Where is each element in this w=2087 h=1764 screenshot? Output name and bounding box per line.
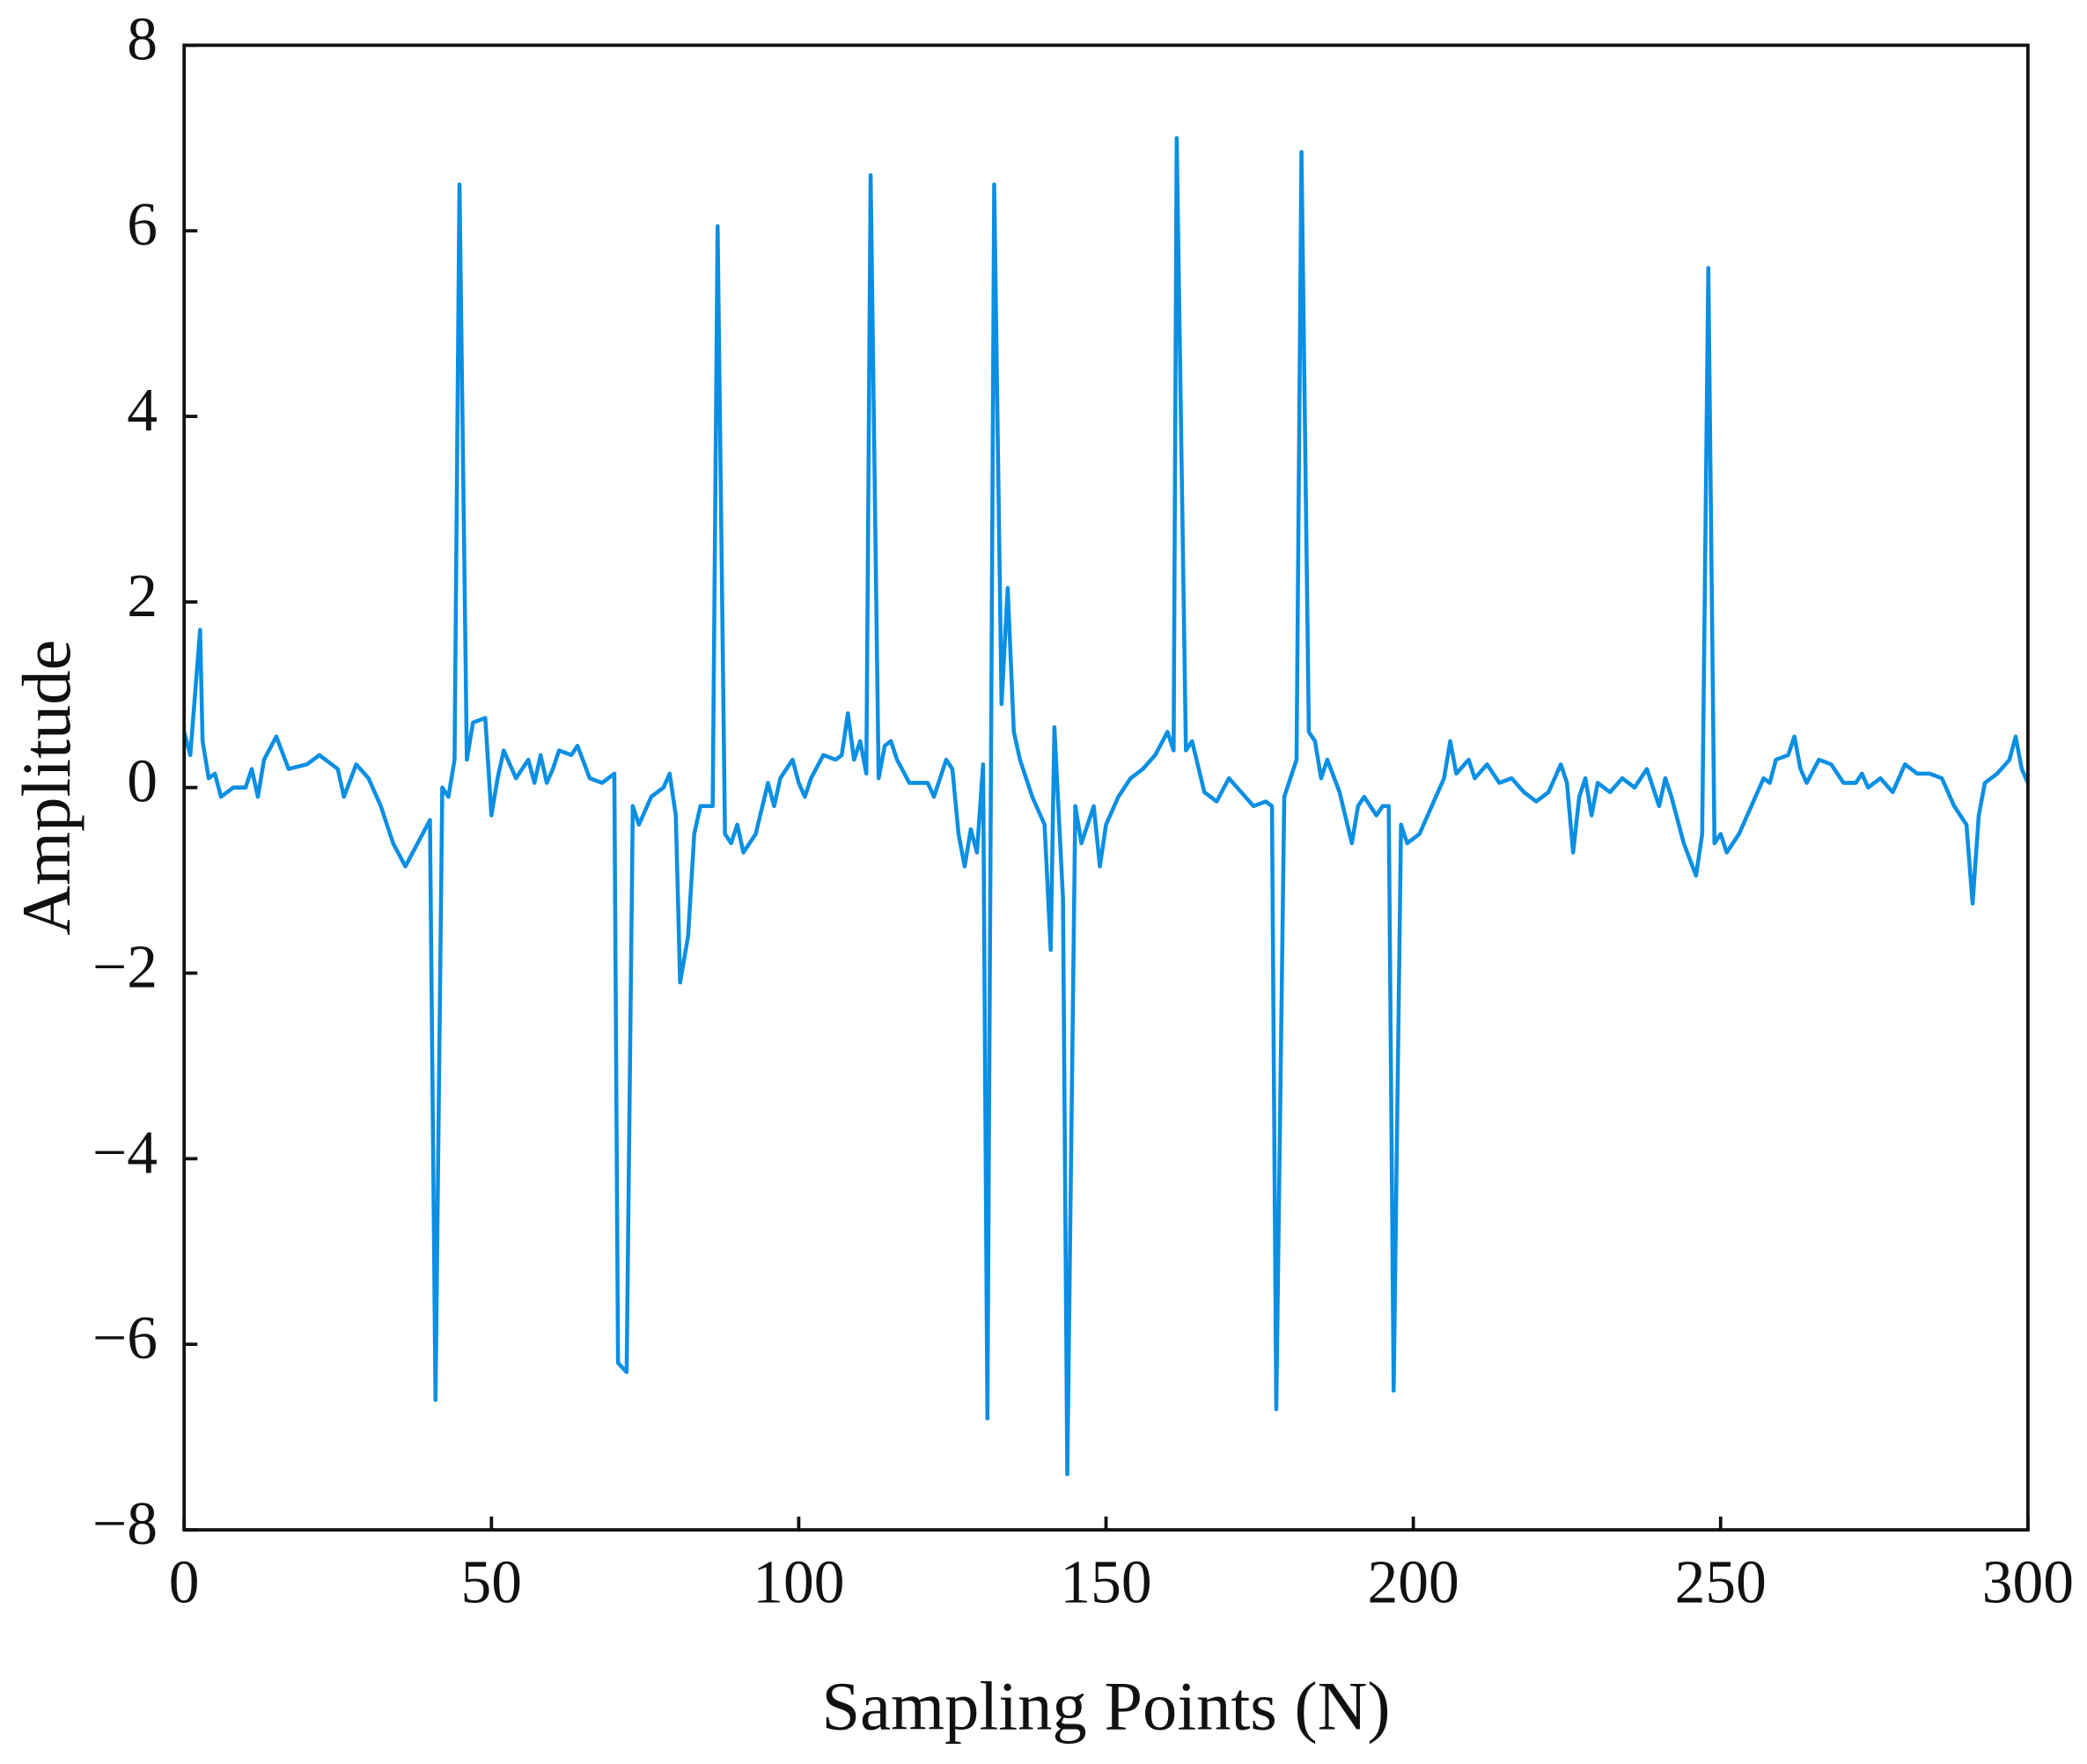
- y-tick-label: −8: [92, 1490, 158, 1558]
- x-tick-label: 100: [753, 1548, 844, 1616]
- x-tick-label: 150: [1060, 1548, 1151, 1616]
- y-tick-label: −2: [92, 933, 158, 1001]
- y-tick-label: −4: [92, 1119, 158, 1187]
- x-tick-label: 200: [1368, 1548, 1459, 1616]
- x-axis-label: Sampling Points (N): [821, 1668, 1390, 1745]
- y-tick-label: 6: [127, 191, 158, 259]
- y-tick-label: −6: [92, 1305, 158, 1372]
- x-tick-label: 300: [1982, 1548, 2074, 1616]
- y-axis-label: Amplitude: [8, 640, 85, 936]
- x-tick-label: 50: [461, 1548, 523, 1616]
- y-tick-label: 4: [127, 377, 158, 445]
- y-tick-label: 2: [127, 562, 158, 630]
- x-tick-label: 0: [169, 1548, 200, 1616]
- y-tick-label: 0: [127, 748, 158, 816]
- x-tick-label: 250: [1675, 1548, 1767, 1616]
- signal-line: [182, 136, 2030, 1477]
- y-tick-label: 8: [127, 5, 158, 73]
